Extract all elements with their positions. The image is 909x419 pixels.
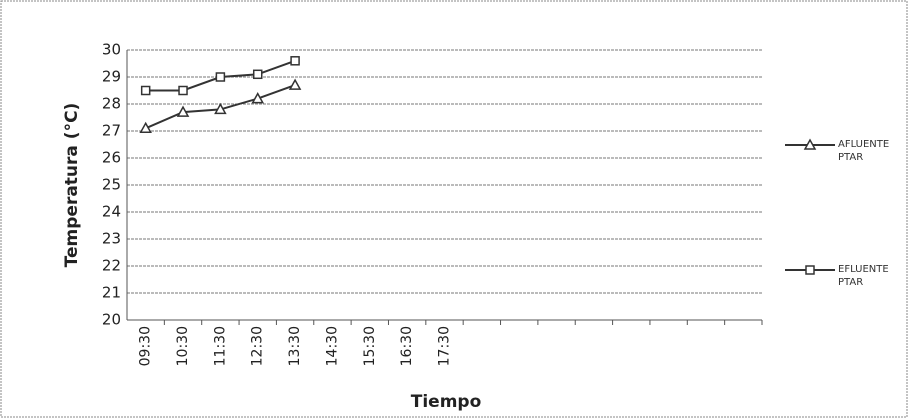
marker [288,78,302,90]
x-tick-label: 09:30 [138,326,154,366]
legend-label: EFLUENTE PTAR [838,264,889,288]
marker [140,85,151,96]
x-tick-label: 13:30 [287,326,303,366]
x-tick-label: 14:30 [324,326,340,366]
y-tick-label: 20 [102,311,121,329]
y-axis-title: Temperatura (°C) [62,103,82,268]
y-tick-label: 22 [102,257,121,275]
y-tick-label: 21 [102,284,121,302]
marker [251,92,265,104]
y-tick-label: 27 [102,122,121,140]
x-tick-label: 16:30 [399,326,415,366]
x-tick-label: 15:30 [362,326,378,366]
y-tick-label: 25 [102,176,121,194]
legend-label: AFLUENTE PTAR [838,139,890,163]
marker [252,69,263,80]
y-tick-label: 23 [102,230,121,248]
x-axis-title: Tiempo [411,392,482,412]
marker [803,138,817,150]
x-tick-label: 11:30 [212,326,228,366]
marker [178,85,188,96]
y-tick-label: 29 [102,68,121,86]
y-tick-label: 30 [102,41,121,59]
x-tick-label: 12:30 [250,326,266,366]
x-tick-label: 10:30 [175,326,191,366]
y-tick-label: 28 [102,95,121,113]
x-tick-label: 17:30 [437,326,453,366]
marker [290,56,300,66]
marker [805,265,815,275]
marker [139,121,152,134]
marker [214,102,227,115]
y-tick-label: 24 [102,203,121,221]
marker [215,72,226,82]
y-tick-label: 26 [102,149,121,167]
marker [176,105,190,117]
